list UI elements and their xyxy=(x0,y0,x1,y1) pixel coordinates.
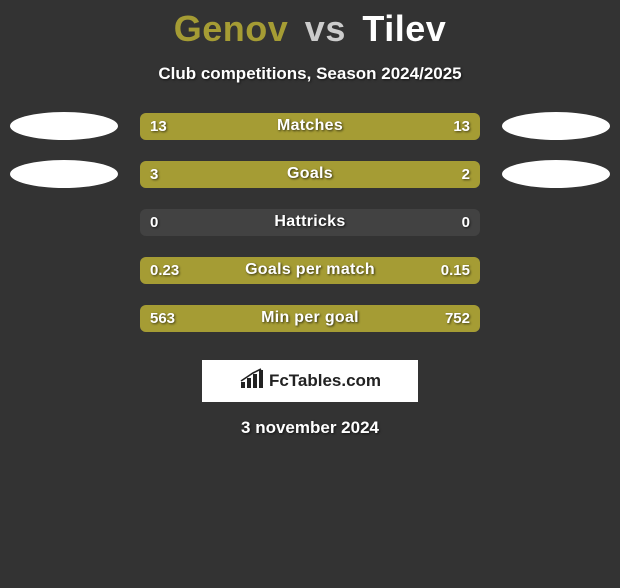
player1-marker xyxy=(10,112,118,140)
stat-row: 32Goals xyxy=(0,160,620,188)
stat-bar: 1313Matches xyxy=(140,113,480,140)
player2-marker xyxy=(502,112,610,140)
vs-label: vs xyxy=(305,8,346,49)
stat-row: 563752Min per goal xyxy=(0,304,620,332)
stat-row: 00Hattricks xyxy=(0,208,620,236)
brand-box: FcTables.com xyxy=(202,360,418,402)
stat-bar: 563752Min per goal xyxy=(140,305,480,332)
stat-bar: 00Hattricks xyxy=(140,209,480,236)
player1-name: Genov xyxy=(174,8,289,49)
footer-date: 3 november 2024 xyxy=(0,418,620,438)
stat-row: 0.230.15Goals per match xyxy=(0,256,620,284)
stat-label: Min per goal xyxy=(140,305,480,332)
stat-label: Goals xyxy=(140,161,480,188)
brand-text: FcTables.com xyxy=(269,371,381,391)
chart-icon xyxy=(239,368,265,395)
player2-marker xyxy=(502,160,610,188)
stat-bar: 32Goals xyxy=(140,161,480,188)
subtitle: Club competitions, Season 2024/2025 xyxy=(0,64,620,84)
stat-row: 1313Matches xyxy=(0,112,620,140)
stat-label: Goals per match xyxy=(140,257,480,284)
stat-label: Matches xyxy=(140,113,480,140)
stat-bar: 0.230.15Goals per match xyxy=(140,257,480,284)
page-title: Genov vs Tilev xyxy=(0,8,620,50)
player2-name: Tilev xyxy=(362,8,446,49)
stat-label: Hattricks xyxy=(140,209,480,236)
comparison-rows: 1313Matches 32Goals 00Hattricks 0.230.15Goa… xyxy=(0,112,620,332)
player1-marker xyxy=(10,160,118,188)
